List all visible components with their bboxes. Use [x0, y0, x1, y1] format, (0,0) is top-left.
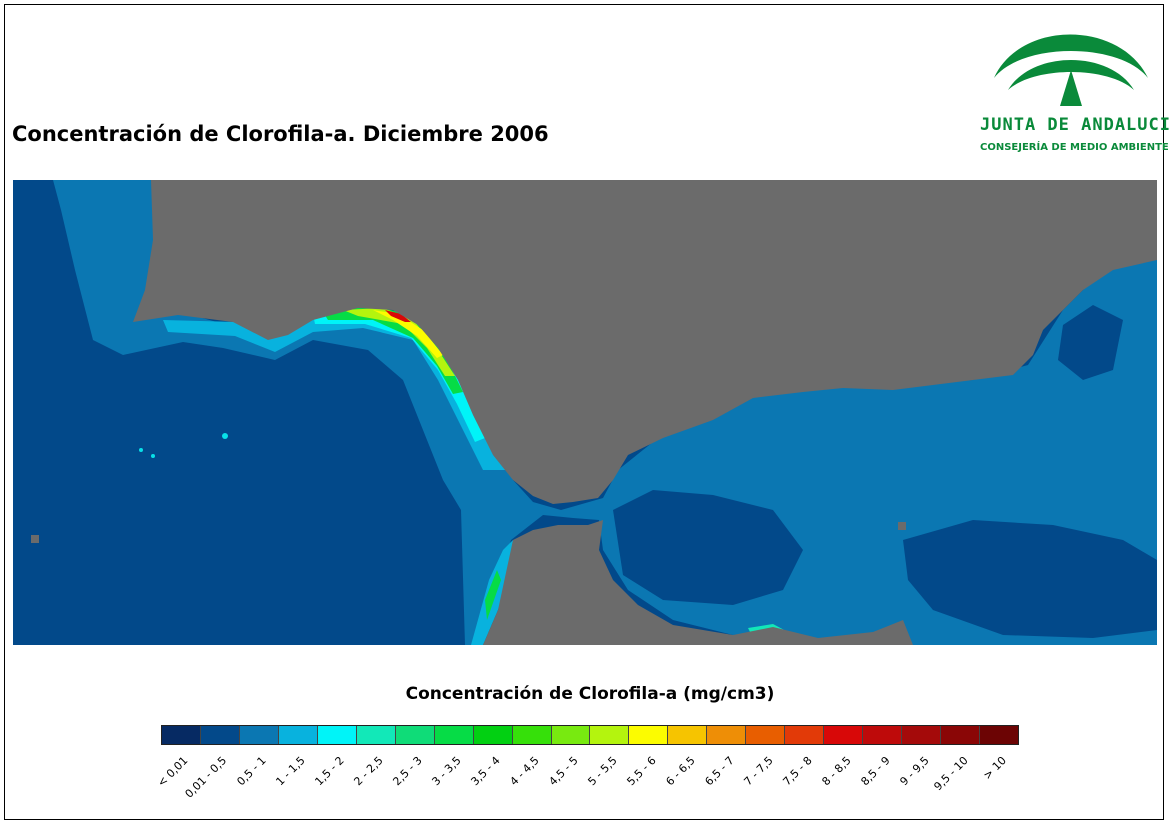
legend-swatch [707, 726, 747, 744]
legend-label: 1 - 1,5 [272, 754, 308, 789]
legend-swatch [278, 726, 318, 744]
legend-label: 7 - 7,5 [740, 754, 776, 789]
legend-label: 3 - 3,5 [428, 754, 464, 789]
legend-swatch [590, 726, 630, 744]
legend-swatch [746, 726, 786, 744]
legend-swatch [902, 726, 942, 744]
legend-swatch [980, 726, 1018, 744]
bloom-dot [139, 448, 143, 452]
legend-label: 9 - 9,5 [896, 754, 932, 789]
legend-label: 3,5 - 4 [467, 754, 503, 789]
legend-swatch [512, 726, 552, 744]
legend-label: 7,5 - 8 [779, 754, 815, 789]
legend-label: 2 - 2,5 [350, 754, 386, 789]
north-east-patch [1058, 305, 1123, 380]
morocco-coastal-green [485, 570, 501, 620]
legend-label: 9,5 - 10 [930, 754, 971, 794]
legend-color-bar [161, 725, 1019, 745]
legend-swatch [629, 726, 669, 744]
figure-frame [4, 4, 1164, 820]
bloom-dot [222, 433, 228, 439]
legend-label: 4,5 - 5 [545, 754, 581, 789]
legend-swatch [785, 726, 825, 744]
legend-label: 8,5 - 9 [857, 754, 893, 789]
legend-label: 6 - 6,5 [662, 754, 698, 789]
island-gray-west [31, 535, 39, 543]
coastal-band-red [385, 310, 411, 322]
legend-swatch [239, 726, 279, 744]
legend-label: 5 - 5,5 [584, 754, 620, 789]
legend-label: 8 - 8,5 [818, 754, 854, 789]
legend-swatch [434, 726, 474, 744]
legend-swatch [941, 726, 981, 744]
shelf-band [53, 180, 1157, 645]
logo-name: JUNTA DE ANDALUCIA [980, 115, 1170, 135]
legend-label: 6,5 - 7 [701, 754, 737, 789]
legend-swatch [863, 726, 903, 744]
legend-swatch [395, 726, 435, 744]
legend-swatch [356, 726, 396, 744]
land-south [483, 520, 913, 645]
legend-swatch [551, 726, 591, 744]
legend-swatch [162, 726, 201, 744]
coastal-band-high [373, 310, 443, 358]
legend-label: > 10 [980, 754, 1009, 783]
logo-subtitle: CONSEJERÍA DE MEDIO AMBIENTE [980, 142, 1169, 153]
legend-label: 2,5 - 3 [389, 754, 425, 789]
page-title: Concentración de Clorofila-a. Diciembre … [12, 122, 549, 146]
alboran-patch-east [903, 520, 1157, 638]
legend-swatch [824, 726, 864, 744]
land-north [133, 180, 1157, 504]
legend-swatch [317, 726, 357, 744]
junta-andalucia-logo [994, 34, 1148, 106]
legend-title: Concentración de Clorofila-a (mg/cm3) [405, 684, 775, 704]
legend-label: 4 - 4,5 [506, 754, 542, 789]
island-gray [898, 522, 906, 530]
legend-swatch [668, 726, 708, 744]
bloom-dot [151, 454, 155, 458]
legend-label: 1,5 - 2 [311, 754, 347, 789]
chlorophyll-map [13, 180, 1157, 645]
legend-label: 0,5 - 1 [233, 754, 269, 789]
legend-label: 5,5 - 6 [623, 754, 659, 789]
legend-swatch [473, 726, 513, 744]
alboran-patch-west [613, 490, 803, 605]
legend-swatch [200, 726, 240, 744]
